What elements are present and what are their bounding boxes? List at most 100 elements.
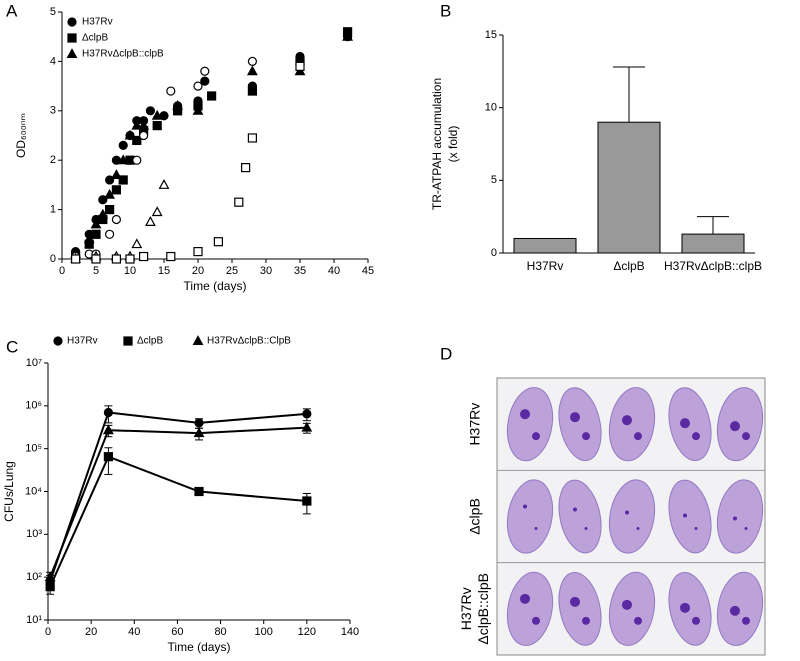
marker — [301, 421, 313, 432]
y-tick-label: 0 — [491, 247, 497, 259]
lesion — [683, 513, 687, 518]
legend-marker — [66, 48, 78, 58]
lesion — [680, 602, 690, 613]
bar — [597, 121, 661, 254]
x-tick-label: ΔclpB — [613, 259, 644, 273]
x-tick-label: 80 — [214, 626, 226, 638]
row-label: H37Rv — [467, 403, 483, 446]
x-tick-label: 30 — [260, 265, 272, 277]
row-label: ΔclpB::clpB — [475, 573, 491, 645]
y-axis-label: OD₆₀₀ₙₘ — [14, 113, 28, 158]
lung-lobe — [608, 571, 656, 646]
y-tick-label: 10² — [26, 571, 42, 583]
marker — [151, 109, 163, 120]
marker — [213, 237, 223, 247]
marker — [152, 121, 162, 131]
lesion — [634, 432, 642, 441]
y-tick-label: 10⁶ — [25, 400, 42, 412]
marker — [151, 206, 163, 217]
marker — [139, 251, 149, 262]
x-tick-label: 100 — [255, 626, 273, 638]
lesion — [742, 432, 750, 441]
y-tick-label: 10⁴ — [25, 485, 42, 497]
legend-label: H37Rv — [82, 17, 113, 28]
marker — [302, 409, 312, 419]
y-tick-label: 5 — [50, 6, 56, 18]
legend-label: ΔclpB — [82, 33, 108, 44]
lung-lobe — [716, 479, 764, 554]
x-tick-label: 120 — [298, 626, 316, 638]
lung-lobe — [608, 479, 656, 554]
marker — [194, 486, 204, 497]
lesion — [523, 504, 527, 509]
x-tick-label: 140 — [341, 626, 359, 638]
legend-marker — [67, 17, 77, 27]
lung-lobe — [668, 387, 712, 462]
marker — [70, 254, 81, 264]
marker — [193, 246, 203, 257]
marker — [247, 86, 257, 96]
lesion — [570, 412, 580, 423]
x-tick-label: 60 — [171, 626, 183, 638]
legend-marker — [123, 336, 133, 346]
y-axis-label: CFUs/Lung — [2, 461, 16, 522]
marker — [132, 155, 142, 165]
marker — [200, 76, 210, 86]
marker — [145, 106, 155, 116]
marker — [131, 119, 143, 130]
lesion — [730, 421, 740, 432]
lesion — [570, 596, 580, 607]
lung-lobe — [506, 479, 554, 554]
marker — [247, 133, 257, 143]
lung-lobe — [716, 571, 764, 646]
lesion — [744, 527, 748, 530]
legend-label: H37Rv — [67, 336, 98, 347]
lesion — [634, 616, 642, 625]
legend-marker — [67, 33, 77, 43]
marker — [97, 208, 109, 219]
marker — [44, 571, 56, 582]
x-tick-label: 35 — [294, 265, 306, 277]
lesion — [680, 418, 690, 429]
marker — [125, 254, 135, 264]
lesion — [622, 415, 632, 426]
lesion — [733, 516, 737, 521]
marker — [104, 229, 115, 239]
lesion — [573, 507, 577, 512]
y-tick-label: 15 — [485, 29, 497, 41]
lesion — [584, 527, 588, 530]
lesion — [692, 616, 700, 625]
lung-lobe — [558, 571, 602, 646]
lesion — [532, 432, 540, 441]
legend-marker — [192, 335, 204, 345]
marker — [132, 135, 142, 146]
lesion — [636, 527, 640, 530]
marker — [207, 91, 217, 101]
x-axis-label: Time (days) — [184, 279, 247, 293]
marker — [194, 418, 204, 428]
legend-marker — [53, 336, 63, 346]
marker — [118, 140, 128, 150]
row-label: ΔclpB — [467, 498, 483, 535]
x-tick-label: 20 — [85, 626, 97, 638]
series-line — [49, 455, 307, 588]
lesion — [582, 616, 590, 625]
y-tick-label: 10³ — [26, 528, 42, 540]
y-tick-label: 10 — [485, 102, 497, 114]
lesion — [625, 510, 629, 515]
marker — [103, 407, 114, 418]
lung-lobe — [506, 571, 554, 646]
marker — [295, 61, 305, 71]
y-tick-label: 4 — [50, 55, 56, 67]
lesion — [534, 527, 538, 530]
marker — [193, 427, 205, 438]
lesion — [520, 409, 530, 420]
marker — [342, 30, 354, 41]
x-tick-label: 15 — [158, 265, 170, 277]
marker — [83, 233, 95, 244]
marker — [166, 86, 176, 96]
x-axis-label: Time (days) — [168, 640, 231, 654]
lung-lobe — [506, 387, 554, 462]
marker — [102, 424, 114, 435]
